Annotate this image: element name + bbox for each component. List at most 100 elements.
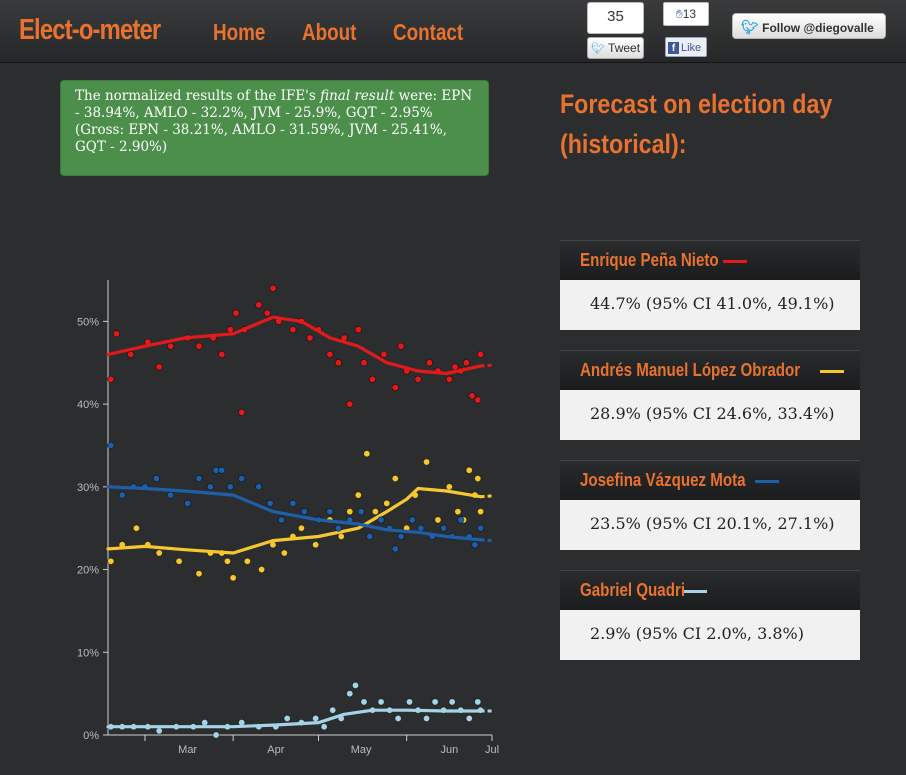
- tweet-label: Tweet: [608, 41, 641, 55]
- poll-point: [366, 532, 374, 541]
- poll-point: [425, 359, 434, 367]
- poll-point: [155, 363, 163, 371]
- poll-point: [132, 524, 141, 532]
- nav-contact[interactable]: Contact: [393, 19, 464, 45]
- candidate-forecast-epn: 44.7% (95% CI 41.0%, 49.1%): [560, 280, 860, 330]
- poll-point: [218, 466, 226, 474]
- projection-line: [480, 538, 493, 543]
- legend-swatch: [755, 479, 780, 483]
- poll-point: [334, 359, 342, 367]
- thumbs-up-icon: ✋︎: [675, 7, 683, 21]
- poll-point: [462, 359, 470, 367]
- poll-point: [118, 491, 126, 499]
- candidate-name: Josefina Vázquez Mota: [580, 470, 746, 490]
- candidate-forecast-jvm: 23.5% (95% CI 20.1%, 27.1%): [560, 500, 860, 550]
- legend-swatch: [820, 369, 845, 373]
- poll-point: [312, 714, 320, 723]
- poll-point: [448, 698, 456, 706]
- poll-point: [238, 408, 246, 416]
- poll-point: [454, 508, 462, 516]
- y-tick-label: 50%: [77, 316, 99, 328]
- poll-point: [201, 718, 209, 727]
- poll-point: [380, 350, 388, 359]
- poll-point: [391, 383, 399, 392]
- tweet-button[interactable]: 🐦︎ Tweet: [587, 37, 644, 59]
- poll-point: [232, 309, 240, 317]
- candidate-header-gqt: Gabriel Quadri: [560, 570, 860, 610]
- poll-point: [371, 508, 379, 516]
- poll-point: [212, 731, 220, 739]
- x-tick-label: Jun: [440, 744, 458, 756]
- poll-point: [434, 516, 442, 524]
- poll-point: [266, 499, 274, 507]
- projection-line: [480, 363, 493, 368]
- candidate-header-jvm: Josefina Vázquez Mota: [560, 460, 860, 500]
- poll-point: [255, 301, 263, 309]
- brand-logo[interactable]: Elect-o-meter: [19, 14, 161, 46]
- poll-point: [223, 557, 232, 565]
- poll-point: [107, 557, 115, 565]
- poll-point: [152, 474, 160, 483]
- poll-point: [445, 375, 453, 383]
- poll-point: [397, 342, 405, 350]
- poll-point: [329, 706, 337, 714]
- alert-emphasis: final result: [320, 88, 395, 104]
- trend-line: [106, 708, 483, 729]
- candidate-header-epn: Enrique Peña Nieto: [560, 240, 860, 280]
- facebook-icon: f: [668, 42, 679, 55]
- poll-point: [289, 326, 297, 334]
- poll-point: [346, 690, 354, 698]
- poll-point: [477, 350, 485, 359]
- poll-point: [477, 508, 485, 516]
- nav-home[interactable]: Home: [213, 19, 266, 45]
- poll-point: [300, 508, 308, 516]
- nav-about[interactable]: About: [302, 19, 357, 45]
- poll-chart: 0% 10% 20% 30% 40% 50% Mar Apr May Jun Jul: [77, 280, 499, 756]
- poll-point: [229, 574, 237, 582]
- poll-point: [457, 516, 465, 524]
- poll-point: [195, 474, 203, 483]
- poll-point: [346, 400, 354, 408]
- candidate-header-amlo: Andrés Manuel López Obrador: [560, 350, 860, 390]
- poll-point: [195, 570, 203, 578]
- candidate-name: Gabriel Quadri: [580, 580, 686, 600]
- poll-point: [107, 375, 115, 383]
- poll-point: [326, 508, 334, 516]
- poll-point: [277, 516, 286, 524]
- y-tick-label: 40%: [77, 399, 99, 411]
- twitter-follow-button[interactable]: 🐦︎ Follow @diegovalle: [732, 13, 886, 39]
- poll-point: [354, 326, 362, 334]
- poll-point: [391, 545, 399, 553]
- legend-swatch: [723, 259, 748, 263]
- results-alert: The normalized results of the IFE's fina…: [60, 80, 489, 176]
- x-tick-label: Jul: [485, 744, 499, 756]
- y-tick-label: 20%: [77, 565, 99, 577]
- poll-point: [206, 483, 214, 491]
- poll-point: [422, 458, 431, 466]
- poll-point: [417, 524, 425, 532]
- poll-point: [107, 441, 115, 450]
- poll-point: [477, 524, 485, 532]
- poll-point: [255, 483, 263, 491]
- poll-point: [474, 698, 482, 706]
- poll-point: [218, 350, 226, 359]
- poll-point: [263, 309, 271, 317]
- candidate-forecast-amlo: 28.9% (95% CI 24.6%, 33.4%): [560, 390, 860, 440]
- x-tick-label: Mar: [178, 744, 197, 756]
- poll-point: [397, 532, 405, 541]
- poll-point: [363, 450, 371, 458]
- forecast-title: Forecast on election day (historical):: [560, 89, 833, 159]
- poll-point: [445, 483, 453, 491]
- facebook-like-button[interactable]: f Like: [665, 37, 707, 57]
- poll-point: [334, 524, 342, 532]
- poll-point: [394, 714, 402, 723]
- candidate-name: Enrique Peña Nieto: [580, 250, 719, 270]
- poll-point: [351, 681, 360, 689]
- poll-point: [440, 524, 448, 532]
- poll-point: [391, 474, 399, 483]
- poll-point: [226, 326, 234, 334]
- poll-point: [184, 499, 192, 507]
- poll-point: [474, 396, 482, 404]
- poll-point: [346, 508, 354, 516]
- poll-point: [326, 350, 334, 359]
